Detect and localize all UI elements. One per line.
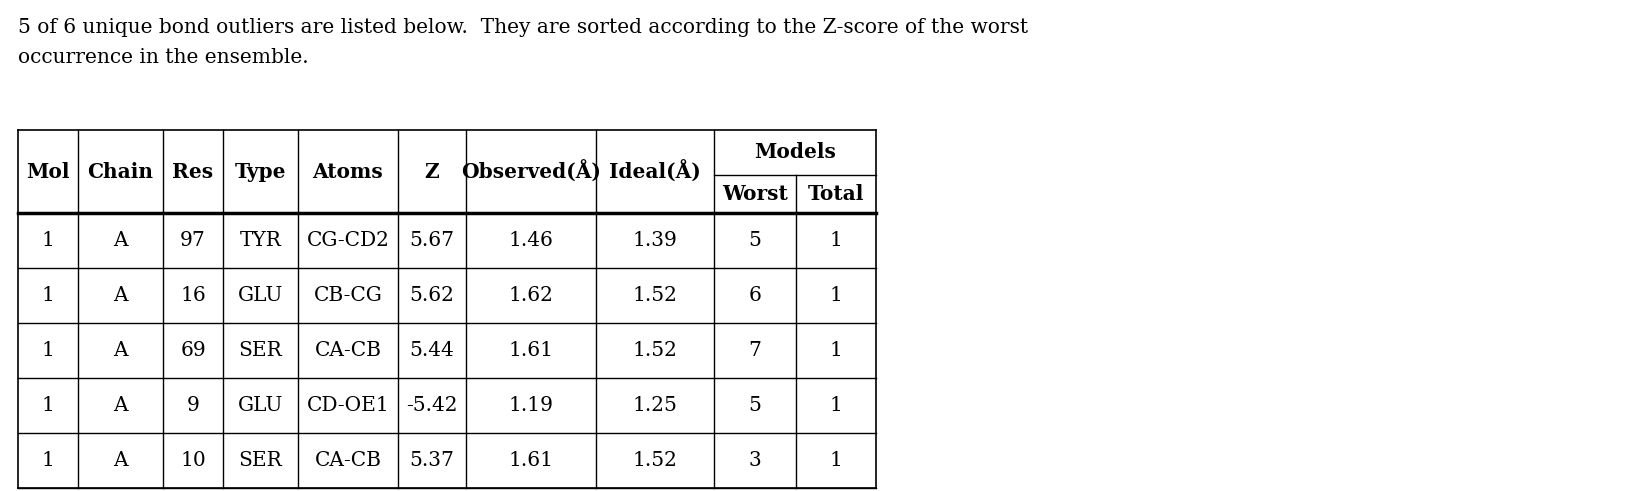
Text: 1: 1 (830, 451, 842, 470)
Text: 9: 9 (187, 396, 200, 415)
Text: GLU: GLU (237, 396, 283, 415)
Text: 5.62: 5.62 (410, 286, 455, 305)
Text: 10: 10 (180, 451, 206, 470)
Text: 5: 5 (749, 396, 762, 415)
Text: 1: 1 (42, 286, 55, 305)
Text: 1.61: 1.61 (509, 451, 554, 470)
Text: A: A (114, 451, 128, 470)
Text: CD-OE1: CD-OE1 (307, 396, 390, 415)
Text: 1.25: 1.25 (632, 396, 678, 415)
Text: A: A (114, 341, 128, 360)
Text: 1: 1 (830, 286, 842, 305)
Text: 1.52: 1.52 (632, 341, 678, 360)
Text: 1: 1 (42, 396, 55, 415)
Text: 7: 7 (749, 341, 762, 360)
Text: Z: Z (424, 162, 439, 182)
Text: 1.19: 1.19 (509, 396, 554, 415)
Text: Type: Type (234, 162, 286, 182)
Text: Chain: Chain (88, 162, 153, 182)
Text: Total: Total (808, 184, 864, 204)
Text: Res: Res (172, 162, 213, 182)
Text: 1.52: 1.52 (632, 451, 678, 470)
Text: 1.61: 1.61 (509, 341, 554, 360)
Text: Worst: Worst (722, 184, 788, 204)
Text: 1.39: 1.39 (632, 231, 678, 250)
Text: SER: SER (239, 451, 283, 470)
Text: Atoms: Atoms (312, 162, 384, 182)
Text: A: A (114, 396, 128, 415)
Text: CA-CB: CA-CB (315, 341, 382, 360)
Text: 16: 16 (180, 286, 206, 305)
Text: SER: SER (239, 341, 283, 360)
Text: 1: 1 (830, 231, 842, 250)
Text: 5.44: 5.44 (410, 341, 455, 360)
Text: Models: Models (754, 142, 835, 163)
Text: -5.42: -5.42 (406, 396, 458, 415)
Text: 1: 1 (830, 396, 842, 415)
Text: 97: 97 (180, 231, 206, 250)
Text: occurrence in the ensemble.: occurrence in the ensemble. (18, 49, 309, 67)
Text: 1: 1 (42, 341, 55, 360)
Text: CA-CB: CA-CB (315, 451, 382, 470)
Text: Ideal(Å): Ideal(Å) (609, 161, 700, 183)
Text: 1: 1 (42, 451, 55, 470)
Text: 1.46: 1.46 (509, 231, 554, 250)
Text: 5: 5 (749, 231, 762, 250)
Text: CB-CG: CB-CG (314, 286, 382, 305)
Text: GLU: GLU (237, 286, 283, 305)
Text: Mol: Mol (26, 162, 70, 182)
Text: A: A (114, 231, 128, 250)
Text: Observed(Å): Observed(Å) (461, 161, 601, 183)
Text: 6: 6 (749, 286, 762, 305)
Text: CG-CD2: CG-CD2 (307, 231, 390, 250)
Text: 69: 69 (180, 341, 206, 360)
Text: 1.62: 1.62 (509, 286, 554, 305)
Text: 1.52: 1.52 (632, 286, 678, 305)
Text: A: A (114, 286, 128, 305)
Text: 5 of 6 unique bond outliers are listed below.  They are sorted according to the : 5 of 6 unique bond outliers are listed b… (18, 18, 1029, 37)
Text: 3: 3 (749, 451, 762, 470)
Text: 5.37: 5.37 (410, 451, 455, 470)
Text: 5.67: 5.67 (410, 231, 455, 250)
Text: TYR: TYR (239, 231, 281, 250)
Text: 1: 1 (42, 231, 55, 250)
Text: 1: 1 (830, 341, 842, 360)
